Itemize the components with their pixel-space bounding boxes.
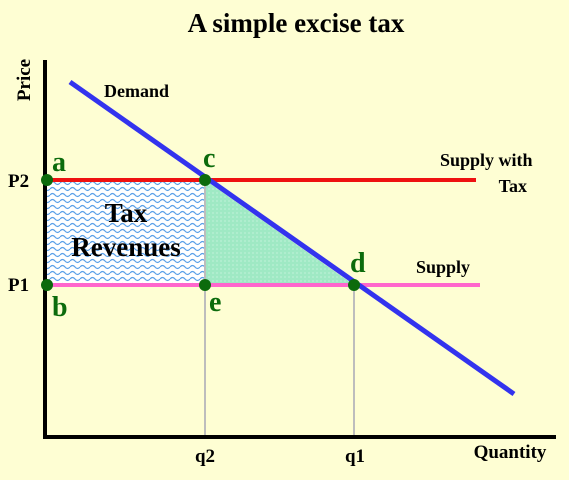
point-label-a: a (52, 147, 66, 178)
point-label-d: d (350, 248, 366, 279)
point-c (199, 174, 211, 186)
point-label-b: b (52, 292, 68, 323)
x-tick-q2: q2 (195, 446, 215, 467)
supply-label: Supply (416, 257, 470, 277)
point-e (199, 279, 211, 291)
demand-line (68, 79, 516, 397)
x-tick-q1: q1 (345, 446, 365, 467)
y-axis-label: Price (14, 59, 35, 101)
deadweight-loss-area (205, 180, 354, 285)
point-label-c: c (203, 143, 215, 174)
x-axis-label: Quantity (474, 442, 547, 463)
y-tick-p1: P1 (8, 275, 29, 296)
chart-title: A simple excise tax (188, 8, 405, 38)
point-d (348, 279, 360, 291)
point-label-e: e (209, 287, 221, 318)
demand-label: Demand (104, 81, 169, 101)
y-tick-p2: P2 (8, 171, 29, 192)
tax-revenues-label: Tax (105, 198, 148, 228)
tax-revenue-area (47, 180, 205, 285)
point-a (41, 174, 53, 186)
point-b (41, 279, 53, 291)
supply-with-tax-label: Supply with Tax (440, 150, 537, 196)
tax-revenues-label-line2: Revenues (71, 232, 181, 262)
